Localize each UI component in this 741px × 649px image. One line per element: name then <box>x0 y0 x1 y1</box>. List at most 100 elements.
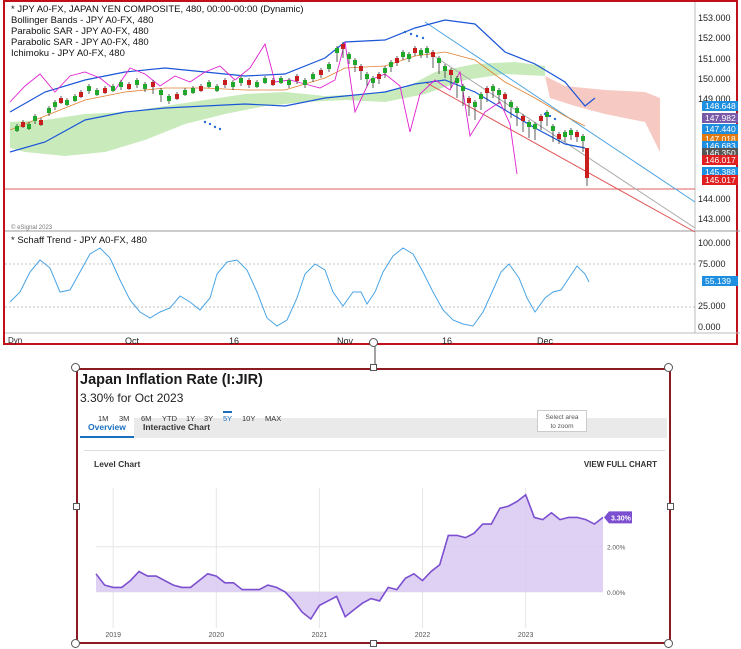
candle-body <box>135 80 139 85</box>
resize-handle-w[interactable] <box>73 503 80 510</box>
resize-handle-e[interactable] <box>667 503 674 510</box>
schaff-trend-line <box>9 247 590 327</box>
candle-body <box>335 48 339 53</box>
candle-body <box>341 44 345 49</box>
parabolic-sar-dot <box>218 127 222 131</box>
inflation-chart-svg: 2019 2020 2021 2022 2023 2.00% 0.00% 3.30% <box>95 488 632 639</box>
candle-body <box>327 64 331 69</box>
range-button-max[interactable]: MAX <box>265 414 282 423</box>
tab-interactive-chart[interactable]: Interactive Chart <box>143 422 211 432</box>
price-tag: 147.982 <box>702 113 738 123</box>
resize-handle-sw[interactable] <box>71 639 80 648</box>
panel-connector <box>374 343 376 368</box>
candle-body <box>419 50 423 55</box>
ichimoku-cloud-red <box>545 76 660 152</box>
candle-body <box>215 86 219 91</box>
candle-body <box>59 98 63 103</box>
range-button-10y[interactable]: 10Y <box>242 414 256 423</box>
candle-body <box>223 80 227 85</box>
range-button-1y[interactable]: 1Y <box>186 414 196 423</box>
candle-body <box>65 100 69 105</box>
range-button-3m[interactable]: 3M <box>119 414 130 423</box>
price-axis-label: 150.000 <box>698 74 731 84</box>
candle-body <box>151 82 155 87</box>
candle-body <box>255 82 259 87</box>
zoom-hint[interactable]: Select area to zoom <box>537 410 587 432</box>
parabolic-sar-dot <box>548 114 552 118</box>
range-button-ytd[interactable]: YTD <box>162 414 177 423</box>
tab-overview[interactable]: Overview <box>80 418 134 438</box>
price-axis-label: 153.000 <box>698 13 731 23</box>
last-value-badge <box>604 511 632 524</box>
parabolic-sar-dot <box>403 30 407 34</box>
candle-body <box>111 86 115 91</box>
resize-handle-ne[interactable] <box>664 363 673 372</box>
resize-handle-n[interactable] <box>370 364 377 371</box>
candle-body <box>485 88 489 93</box>
oscillator-axis-label: 25.000 <box>698 301 726 311</box>
legend-line-psar-1: Parabolic SAR - JPY A0-FX, 480 <box>11 26 149 37</box>
candle-body <box>39 120 43 125</box>
price-tag: 145.388 <box>702 167 738 177</box>
price-axis-label: 144.000 <box>698 194 731 204</box>
price-axis-label: 151.000 <box>698 54 731 64</box>
candle-body <box>15 126 19 131</box>
candle-body <box>191 88 195 93</box>
range-button-1m[interactable]: 1M <box>98 414 109 423</box>
candle-body <box>311 74 315 79</box>
candle-body <box>73 96 77 101</box>
candle-body <box>183 90 187 95</box>
candle-body <box>279 78 283 83</box>
candle-body <box>271 80 275 85</box>
resize-handle-nw[interactable] <box>71 363 80 372</box>
candle-body <box>449 70 453 75</box>
price-tag: 147.018 <box>702 134 738 144</box>
zoom-hint-line: Select area <box>545 414 579 421</box>
range-button-5y[interactable]: 5Y <box>223 411 233 423</box>
zoom-hint-line: to zoom <box>550 423 574 430</box>
price-tag: 145.017 <box>702 175 738 185</box>
level-chart-heading: Level Chart <box>94 459 141 469</box>
price-tag: 146.683 <box>702 141 738 151</box>
esignal-chart-panel: * JPY A0-FX, JAPAN YEN COMPOSITE, 480, 0… <box>3 0 740 346</box>
candle-body <box>551 126 555 131</box>
dynamic-corner-label[interactable]: Dyn <box>8 336 23 345</box>
candle-body <box>491 86 495 91</box>
oscillator-axis-label: 75.000 <box>698 259 726 269</box>
inflation-line <box>95 493 604 621</box>
parabolic-sar-dot <box>553 117 557 121</box>
x-axis-label: 16 <box>442 336 453 346</box>
rotate-handle[interactable] <box>369 338 378 347</box>
candle-body <box>287 80 291 85</box>
candle-body <box>509 102 513 107</box>
candle-body <box>347 54 351 59</box>
legend-line-main: * JPY A0-FX, JAPAN YEN COMPOSITE, 480, 0… <box>11 4 304 15</box>
parabolic-sar-dot <box>213 125 217 129</box>
legend-line-bollinger: Bollinger Bands - JPY A0-FX, 480 <box>11 15 154 26</box>
candle-body <box>175 94 179 99</box>
candle-body <box>455 78 459 83</box>
candle-body <box>437 58 441 63</box>
candle-body <box>413 48 417 53</box>
candle-body <box>431 52 435 57</box>
oscillator-tag: 55.139 <box>702 276 738 286</box>
candle-body <box>575 132 579 137</box>
resize-handle-se[interactable] <box>664 639 673 648</box>
candle-body <box>103 88 107 93</box>
candle-body <box>539 116 543 121</box>
view-full-chart-link[interactable]: VIEW FULL CHART <box>583 460 657 469</box>
range-button-6m[interactable]: 6M <box>141 414 152 423</box>
candle-body <box>127 84 131 89</box>
bollinger-lower <box>9 79 586 153</box>
candle-body <box>383 68 387 73</box>
parabolic-sar-dot <box>415 34 419 38</box>
candle-body <box>371 78 375 83</box>
ycharts-panel: Japan Inflation Rate (I:JIR) 3.30% for O… <box>76 368 671 644</box>
candle-body <box>425 48 429 53</box>
candle-body <box>303 80 307 85</box>
price-tag: 146.017 <box>702 155 738 165</box>
range-button-3y[interactable]: 3Y <box>204 414 214 423</box>
candle-body <box>563 132 567 137</box>
candle-body <box>247 80 251 85</box>
resize-handle-s[interactable] <box>370 640 377 647</box>
